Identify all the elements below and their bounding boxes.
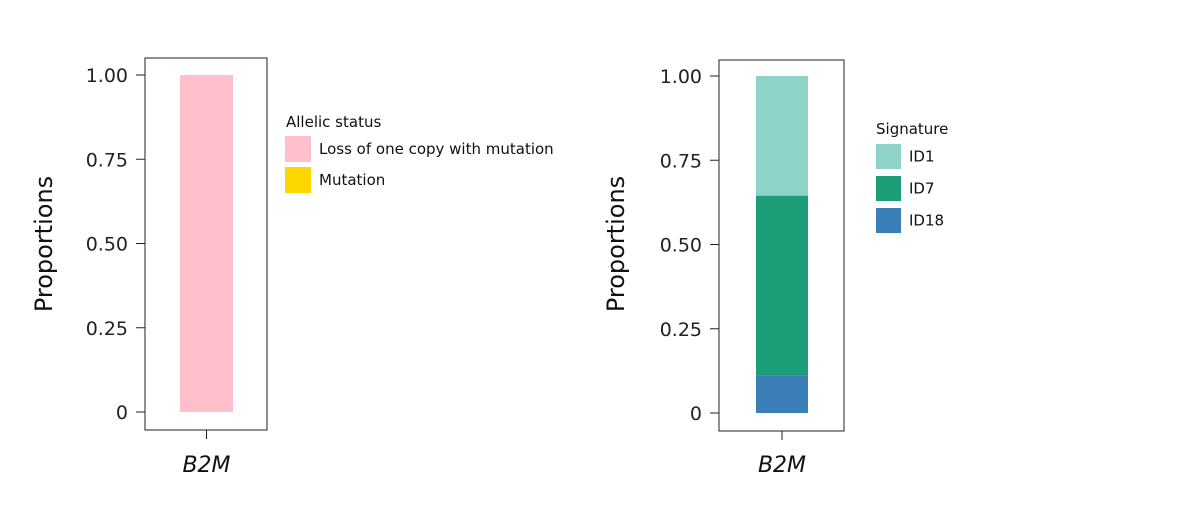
y-tick-label: 0.50	[660, 235, 702, 257]
x-category-label: B2M	[758, 453, 806, 478]
y-axis-label: Proportions	[30, 176, 58, 312]
y-tick-label: 1.00	[660, 66, 702, 88]
y-tick-label: 1.00	[86, 65, 128, 87]
legend-swatch	[876, 208, 901, 233]
y-tick-label: 0.25	[660, 319, 702, 341]
legend-swatch	[876, 176, 901, 201]
legend-swatch	[285, 136, 311, 162]
legend-title: Allelic status	[286, 113, 381, 131]
legend-title: Signature	[876, 120, 948, 138]
y-tick-label: 0	[690, 403, 702, 425]
bar-segment-loss-of-one-copy-with-mutation	[180, 75, 233, 412]
legend-label: ID18	[909, 212, 944, 230]
y-axis-label: Proportions	[602, 176, 630, 312]
y-tick-label: 0.75	[660, 150, 702, 172]
legend-label: ID1	[909, 148, 935, 166]
legend-label: ID7	[909, 180, 935, 198]
x-category-label: B2M	[182, 453, 230, 478]
y-tick-label: 0.75	[86, 149, 128, 171]
bar-segment-id1	[756, 76, 808, 196]
bar-segment-id7	[756, 195, 808, 376]
legend-swatch	[876, 144, 901, 169]
y-tick-label: 0	[116, 402, 128, 424]
legend-label: Loss of one copy with mutation	[319, 140, 554, 158]
bar-segment-id18	[756, 375, 808, 413]
legend-label: Mutation	[319, 171, 385, 189]
y-tick-label: 0.50	[86, 234, 128, 256]
y-tick-label: 0.25	[86, 318, 128, 340]
legend-swatch	[285, 167, 311, 193]
